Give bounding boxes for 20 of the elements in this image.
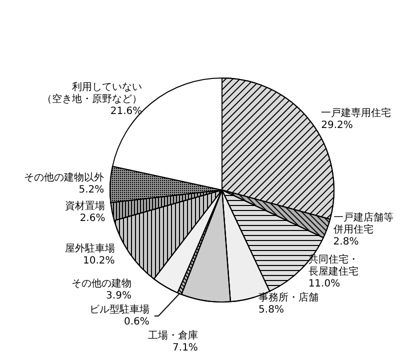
data-label: 5.2%	[78, 184, 104, 196]
data-label: 11.0%	[308, 278, 340, 290]
slice-label: 資材置場	[65, 200, 106, 212]
slice-label: 一戸建店舗等併用住宅	[333, 211, 394, 236]
slice-label: その他の建物	[71, 278, 132, 290]
slice-label: ビル型駐車場	[89, 304, 150, 316]
slice-label: その他の建物以外	[24, 172, 104, 184]
slice-label: 屋外駐車場	[64, 242, 115, 255]
data-label: 21.6%	[110, 106, 142, 118]
slice-label: 利用していない（空き地・原野など）	[42, 81, 142, 106]
slice-label: 一戸建専用住宅	[321, 106, 392, 119]
data-label: 5.8%	[258, 304, 284, 316]
data-label: 2.8%	[333, 236, 359, 248]
data-label: 10.2%	[82, 256, 115, 267]
data-label: 7.1%	[172, 342, 198, 354]
data-label: 2.6%	[80, 212, 106, 224]
slice-label: 工場・倉庫	[148, 330, 198, 342]
data-label: 29.2%	[321, 120, 353, 131]
data-label: 3.9%	[106, 290, 132, 302]
data-label: 0.6%	[124, 316, 150, 328]
